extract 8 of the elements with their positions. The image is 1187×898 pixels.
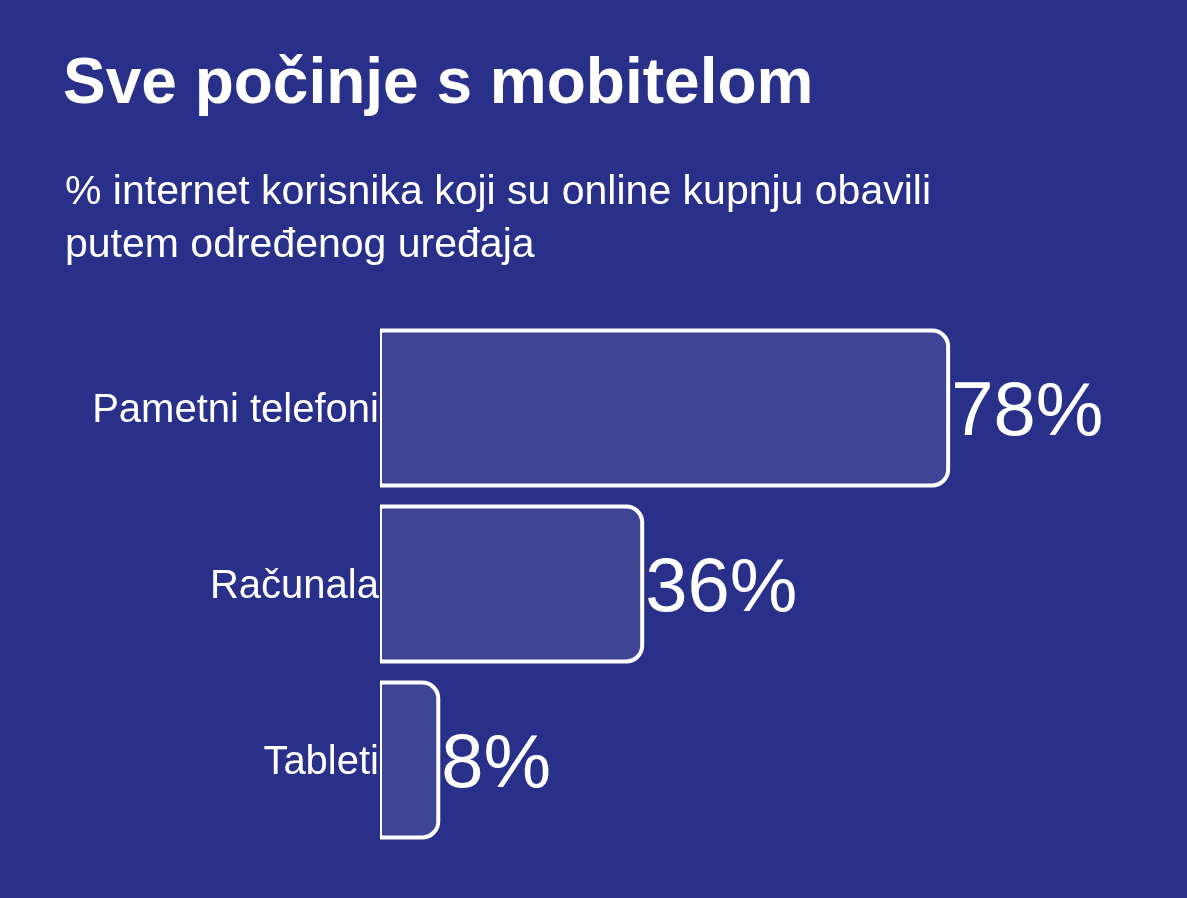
y-tick-label: Pametni telefoni bbox=[92, 386, 379, 430]
data-label: 78% bbox=[951, 365, 1104, 451]
data-label: 8% bbox=[441, 717, 552, 803]
chart-title: Sve počinje s mobitelom bbox=[63, 44, 814, 117]
y-tick-label: Tableti bbox=[263, 738, 379, 782]
y-tick-label: Računala bbox=[209, 562, 380, 606]
chart-subtitle: % internet korisnika koji su online kupnju obavili putem određenog uređaja bbox=[65, 167, 932, 267]
data-label: 36% bbox=[645, 541, 798, 627]
